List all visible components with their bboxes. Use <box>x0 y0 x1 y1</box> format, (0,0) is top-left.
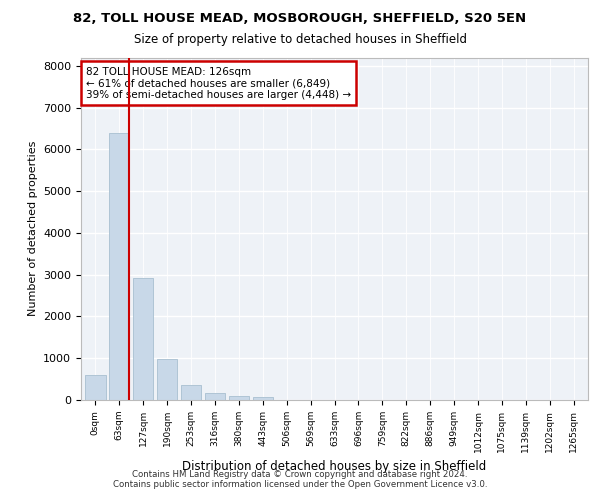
Bar <box>205 394 225 400</box>
Bar <box>109 132 130 400</box>
Text: 82, TOLL HOUSE MEAD, MOSBOROUGH, SHEFFIELD, S20 5EN: 82, TOLL HOUSE MEAD, MOSBOROUGH, SHEFFIE… <box>73 12 527 26</box>
Text: Size of property relative to detached houses in Sheffield: Size of property relative to detached ho… <box>133 32 467 46</box>
Bar <box>181 385 201 400</box>
Text: 82 TOLL HOUSE MEAD: 126sqm
← 61% of detached houses are smaller (6,849)
39% of s: 82 TOLL HOUSE MEAD: 126sqm ← 61% of deta… <box>86 66 351 100</box>
Text: Contains HM Land Registry data © Crown copyright and database right 2024.
Contai: Contains HM Land Registry data © Crown c… <box>113 470 487 489</box>
Y-axis label: Number of detached properties: Number of detached properties <box>28 141 38 316</box>
Bar <box>85 375 106 400</box>
Bar <box>253 398 273 400</box>
X-axis label: Distribution of detached houses by size in Sheffield: Distribution of detached houses by size … <box>182 460 487 473</box>
Bar <box>133 278 154 400</box>
Bar <box>157 359 177 400</box>
Bar <box>229 396 249 400</box>
